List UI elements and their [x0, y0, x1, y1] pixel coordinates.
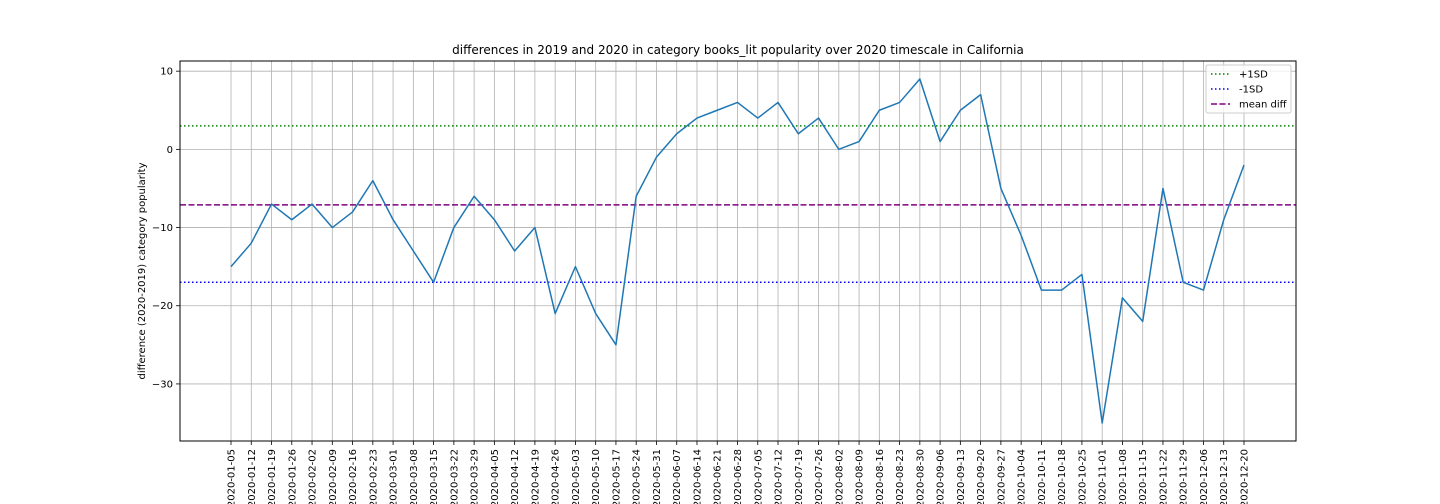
- x-tick-label: 2020-07-05: [753, 449, 764, 504]
- x-tick-label: 2020-08-09: [855, 449, 866, 504]
- x-tick-label: 2020-03-15: [429, 449, 440, 504]
- x-tick-label: 2020-01-05: [227, 449, 238, 504]
- x-tick-label: 2020-01-26: [287, 449, 298, 504]
- x-tick-label: 2020-12-06: [1199, 449, 1210, 504]
- x-tick-label: 2020-07-12: [774, 449, 785, 504]
- x-tick-label: 2020-01-12: [247, 449, 258, 504]
- x-tick-label: 2020-11-29: [1179, 449, 1190, 504]
- series-layer: [230, 78, 1245, 424]
- legend-box: [1205, 64, 1292, 114]
- x-tick-label: 2020-10-04: [1017, 449, 1028, 504]
- x-tick-label: 2020-02-16: [348, 449, 359, 504]
- x-tick-label: 2020-04-26: [551, 449, 562, 504]
- x-tick-label: 2020-11-01: [1098, 449, 1109, 504]
- x-tick-label: 2020-04-19: [530, 449, 541, 504]
- x-tick-label: 2020-08-23: [895, 449, 906, 504]
- y-tick-label: −20: [152, 301, 173, 312]
- legend-label: mean diff: [1239, 100, 1288, 111]
- x-tick-label: 2020-10-11: [1037, 449, 1048, 504]
- x-tick-label: 2020-09-20: [976, 449, 987, 504]
- x-tick-label: 2020-08-02: [834, 449, 845, 504]
- legend: +1SD -1SD mean diff: [1205, 64, 1292, 114]
- x-tick-label: 2020-06-07: [672, 449, 683, 504]
- x-tick-label: 2020-10-25: [1077, 449, 1088, 504]
- x-tick-label: 2020-02-09: [328, 449, 339, 504]
- x-tick-label: 2020-12-20: [1240, 449, 1251, 504]
- x-tick-label: 2020-06-14: [692, 449, 703, 504]
- x-tick-label: 2020-06-28: [733, 449, 744, 504]
- y-tick-label: 10: [160, 67, 173, 78]
- x-tick-label: 2020-08-30: [915, 449, 926, 504]
- legend-label: -1SD: [1239, 85, 1263, 96]
- x-tick-label: 2020-04-12: [510, 449, 521, 504]
- x-tick-label: 2020-03-22: [449, 449, 460, 504]
- x-tick-label: 2020-05-31: [652, 449, 663, 504]
- y-axis-label: difference (2020-2019) category populari…: [137, 162, 148, 379]
- y-tick-label: 0: [167, 145, 173, 156]
- legend-label: +1SD: [1239, 70, 1268, 81]
- plot-frame: [179, 60, 1297, 442]
- x-tick-label: 2020-04-05: [490, 449, 501, 504]
- x-tick-label: 2020-01-19: [267, 449, 278, 504]
- x-tick-label: 2020-03-29: [470, 449, 481, 504]
- x-tick-label: 2020-06-21: [713, 449, 724, 504]
- x-tick-label: 2020-03-01: [389, 449, 400, 504]
- x-tick-label: 2020-02-02: [308, 449, 319, 504]
- x-axis: 2020-01-05 2020-01-12 2020-01-19 2020-01-26…: [227, 441, 1251, 504]
- x-tick-label: 2020-11-15: [1138, 449, 1149, 504]
- x-tick-label: 2020-05-10: [591, 449, 602, 504]
- x-tick-label: 2020-11-22: [1158, 449, 1169, 504]
- chart-title: differences in 2019 and 2020 in category…: [452, 43, 1024, 57]
- grid: [180, 61, 1296, 441]
- y-tick-label: −30: [152, 379, 173, 390]
- x-tick-label: 2020-02-23: [368, 449, 379, 504]
- x-tick-label: 2020-12-13: [1219, 449, 1230, 504]
- x-tick-label: 2020-11-08: [1118, 449, 1129, 504]
- reference-lines: [180, 125, 1296, 284]
- y-axis: 10 0 −10 −20 −30: [152, 67, 180, 390]
- x-tick-label: 2020-09-27: [996, 449, 1007, 504]
- x-tick-label: 2020-10-18: [1057, 449, 1068, 504]
- x-tick-label: 2020-09-06: [936, 449, 947, 504]
- x-tick-label: 2020-07-19: [794, 449, 805, 504]
- x-tick-label: 2020-07-26: [814, 449, 825, 504]
- x-tick-label: 2020-05-03: [571, 449, 582, 504]
- x-tick-label: 2020-08-16: [875, 449, 886, 504]
- x-tick-label: 2020-05-17: [611, 449, 622, 504]
- y-tick-label: −10: [152, 223, 173, 234]
- x-tick-label: 2020-09-13: [956, 449, 967, 504]
- x-tick-label: 2020-05-24: [632, 449, 643, 504]
- x-tick-label: 2020-03-08: [409, 449, 420, 504]
